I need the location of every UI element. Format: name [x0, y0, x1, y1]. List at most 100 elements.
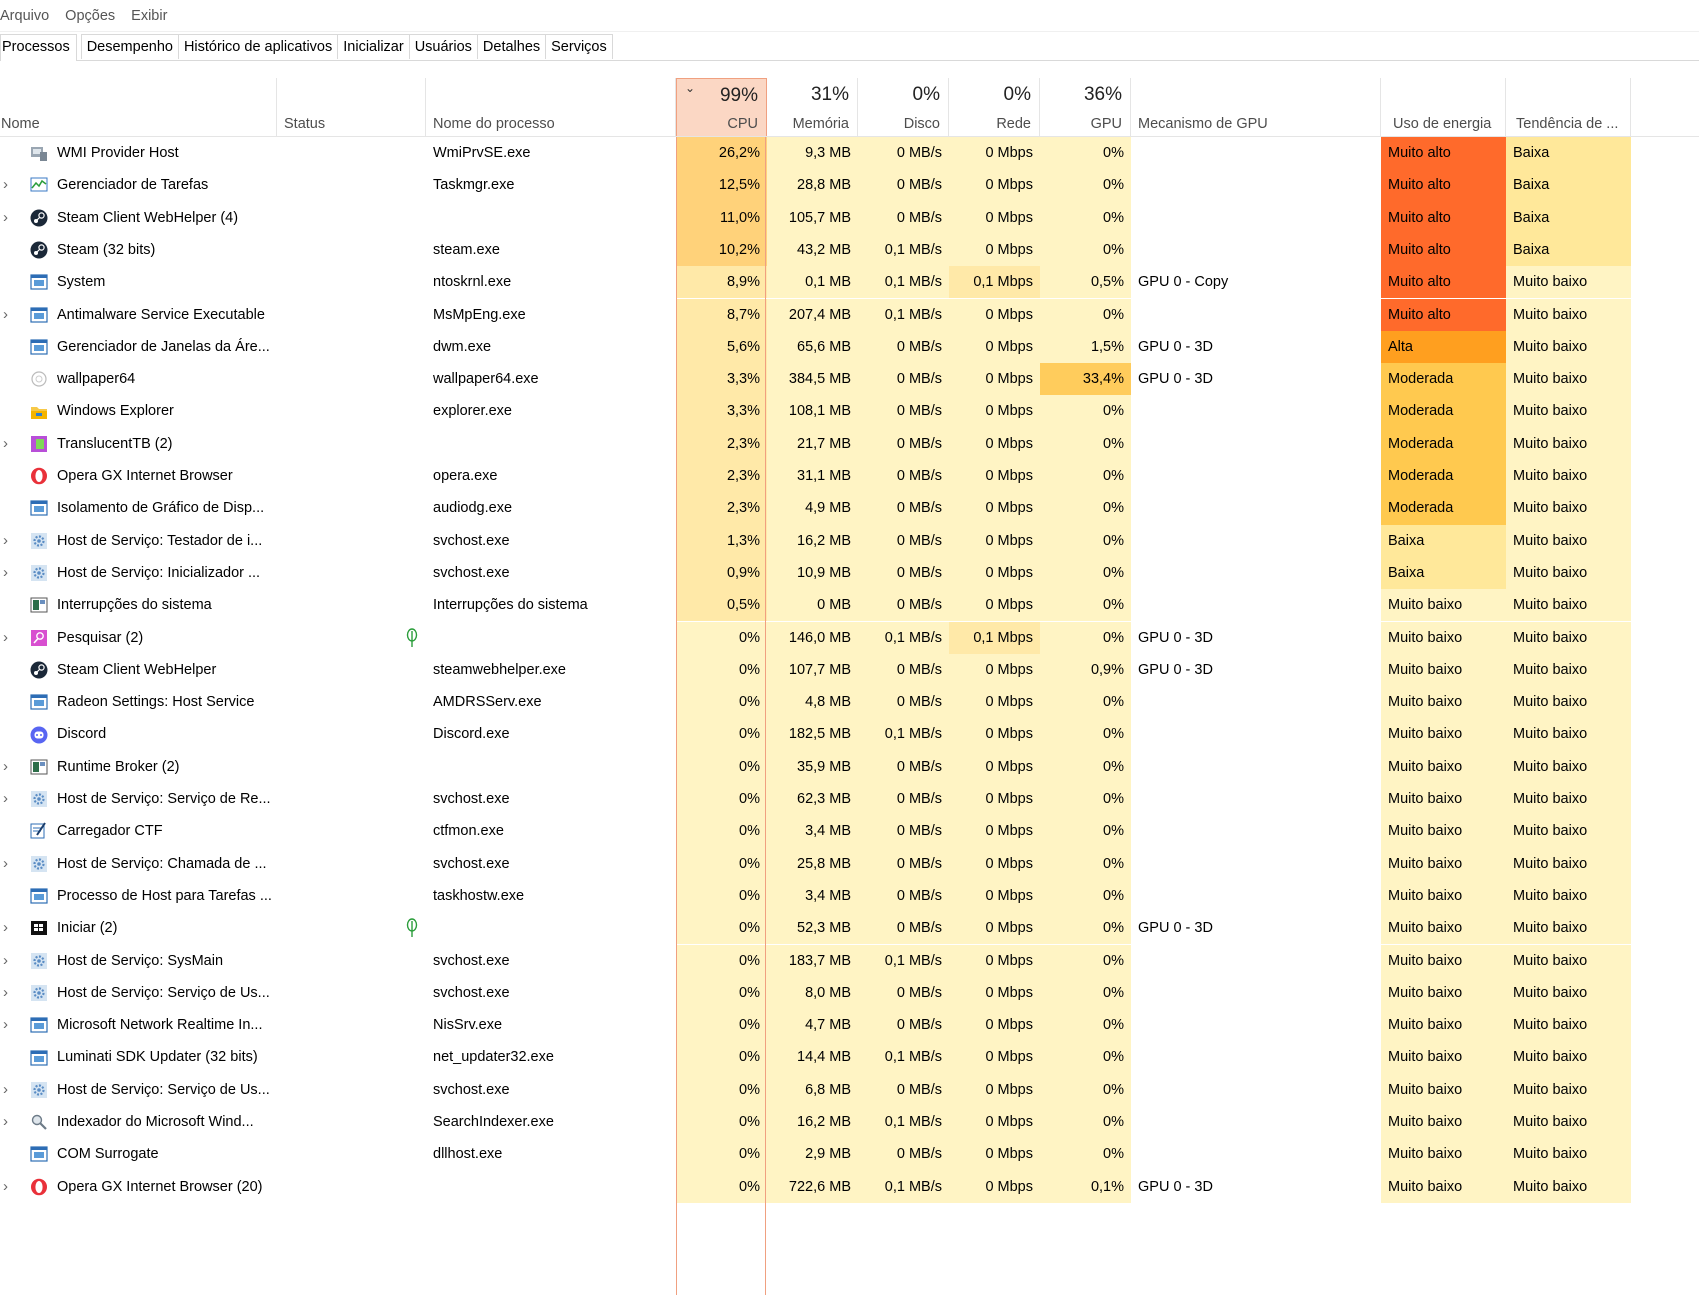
power-usage-cell: Muito baixo	[1381, 783, 1506, 816]
status-cell	[277, 169, 426, 201]
gpu-engine-cell	[1131, 169, 1381, 201]
table-row[interactable]: Steam (32 bits) steam.exe 10,2% 43,2 MB 0,1 …	[0, 233, 1699, 267]
table-row[interactable]: › Runtime Broker (2) 0% 35,9 MB 0 MB/s 0 Mbps…	[0, 750, 1699, 783]
gpu-engine-cell	[1131, 1106, 1381, 1138]
table-row[interactable]: Isolamento de Gráfico de Disp... audiodg.…	[0, 492, 1699, 525]
expand-chevron-icon[interactable]: ›	[3, 563, 8, 581]
expand-chevron-icon[interactable]: ›	[3, 1016, 8, 1034]
gear-icon	[30, 1081, 48, 1099]
table-row[interactable]: › Gerenciador de Tarefas Taskmgr.exe 12,5% 2…	[0, 169, 1699, 202]
expand-chevron-icon[interactable]: ›	[3, 790, 8, 807]
table-row[interactable]: Processo de Host para Tarefas ... taskhos…	[0, 879, 1699, 913]
expand-chevron-icon[interactable]: ›	[3, 208, 8, 226]
expand-chevron-icon[interactable]: ›	[3, 919, 8, 937]
table-row[interactable]: wallpaper64 wallpaper64.exe 3,3% 384,5 MB 0 …	[0, 363, 1699, 396]
tab-inicializar[interactable]: Inicializar	[337, 34, 410, 59]
expand-chevron-icon[interactable]: ›	[3, 1177, 8, 1195]
header-cpu[interactable]: ⌄ 99% CPU	[676, 78, 767, 136]
power-usage-cell: Muito baixo	[1381, 621, 1506, 654]
table-row[interactable]: Steam Client WebHelper steamwebhelper.exe…	[0, 653, 1699, 687]
table-row[interactable]: Discord Discord.exe 0% 182,5 MB 0,1 MB/s 0 Mb…	[0, 718, 1699, 751]
expand-chevron-icon[interactable]: ›	[3, 854, 8, 872]
table-row[interactable]: Windows Explorer explorer.exe 3,3% 108,1 MB…	[0, 395, 1699, 428]
expand-chevron-icon[interactable]: ›	[3, 757, 8, 775]
expand-chevron-icon[interactable]: ›	[3, 434, 8, 452]
status-cell	[277, 1009, 426, 1041]
gear-icon	[30, 984, 48, 1002]
table-row[interactable]: Carregador CTF ctfmon.exe 0% 3,4 MB 0 MB/s 0 …	[0, 815, 1699, 848]
power-usage-cell: Muito alto	[1381, 169, 1506, 202]
memory-cell: 4,9 MB	[767, 492, 858, 525]
network-cell: 0 Mbps	[949, 879, 1040, 913]
table-row[interactable]: System ntoskrnl.exe 8,9% 0,1 MB 0,1 MB/s 0,1 …	[0, 266, 1699, 299]
expand-chevron-icon[interactable]: ›	[3, 628, 8, 646]
tab-detalhes[interactable]: Detalhes	[476, 34, 547, 59]
table-row[interactable]: › Host de Serviço: Serviço de Re... svchos…	[0, 783, 1699, 816]
process-exe-cell: dllhost.exe	[433, 1146, 503, 1163]
gpu-engine-cell	[1131, 428, 1381, 460]
header-process-name[interactable]: Nome do processo	[426, 78, 676, 136]
header-network[interactable]: 0% Rede	[949, 78, 1040, 136]
expand-chevron-icon[interactable]: ›	[3, 1080, 8, 1098]
table-row[interactable]: › Iniciar (2) 0% 52,3 MB 0 MB/s 0 Mbps 0% GPU 0…	[0, 912, 1699, 945]
process-name-label: COM Surrogate	[57, 1146, 159, 1163]
tab-desempenho[interactable]: Desempenho	[80, 34, 179, 59]
header-memory[interactable]: 31% Memória	[767, 78, 858, 136]
memory-cell: 183,7 MB	[767, 944, 858, 977]
table-row[interactable]: Interrupções do sistema Interrupções do s…	[0, 589, 1699, 622]
table-row[interactable]: › Opera GX Internet Browser (20) 0% 722,6 M…	[0, 1170, 1699, 1203]
table-row[interactable]: › Host de Serviço: Testador de i... svchos…	[0, 524, 1699, 557]
expand-chevron-icon[interactable]: ›	[3, 1113, 8, 1130]
table-row[interactable]: › Antimalware Service Executable MsMpEng.e…	[0, 298, 1699, 331]
disk-cell: 0 MB/s	[858, 524, 949, 557]
table-row[interactable]: Gerenciador de Janelas da Áre... dwm.exe 5…	[0, 330, 1699, 364]
table-row[interactable]: WMI Provider Host WmiPrvSE.exe 26,2% 9,3 MB…	[0, 137, 1699, 170]
tab-processos[interactable]: Processos	[0, 34, 77, 61]
table-row[interactable]: Luminati SDK Updater (32 bits) net_update…	[0, 1041, 1699, 1074]
table-row[interactable]: › Indexador do Microsoft Wind... SearchInd…	[0, 1106, 1699, 1139]
table-row[interactable]: › Host de Serviço: Serviço de Us... svchos…	[0, 976, 1699, 1010]
window-icon	[30, 693, 48, 711]
network-cell: 0 Mbps	[949, 298, 1040, 331]
menu-arquivo[interactable]: Arquivo	[0, 7, 50, 24]
table-row[interactable]: › Host de Serviço: Serviço de Us... svchos…	[0, 1073, 1699, 1106]
process-name-label: System	[57, 274, 106, 291]
header-gpu-engine[interactable]: Mecanismo de GPU	[1131, 78, 1381, 136]
disk-cell: 0 MB/s	[858, 815, 949, 848]
table-row[interactable]: › Pesquisar (2) 0% 146,0 MB 0,1 MB/s 0,1 Mbps…	[0, 621, 1699, 654]
table-row[interactable]: › Host de Serviço: Inicializador ... svcho…	[0, 556, 1699, 590]
table-row[interactable]: Radeon Settings: Host Service AMDRSServ.e…	[0, 686, 1699, 719]
table-row[interactable]: › Host de Serviço: SysMain svchost.exe 0% 18…	[0, 944, 1699, 977]
header-power-usage[interactable]: Uso de energia	[1381, 78, 1506, 136]
expand-chevron-icon[interactable]: ›	[3, 531, 8, 549]
expand-chevron-icon[interactable]: ›	[3, 951, 8, 969]
power-trend-cell: Muito baixo	[1506, 1138, 1631, 1171]
status-cell	[277, 460, 426, 492]
menu-exibir[interactable]: Exibir	[131, 7, 168, 24]
table-row[interactable]: Opera GX Internet Browser opera.exe 2,3% 31…	[0, 460, 1699, 493]
header-status[interactable]: Status	[277, 78, 426, 136]
header-disk[interactable]: 0% Disco	[858, 78, 949, 136]
expand-chevron-icon[interactable]: ›	[3, 983, 8, 1001]
header-gpu[interactable]: 36% GPU	[1040, 78, 1131, 136]
table-row[interactable]: › Microsoft Network Realtime In... NisSrv.…	[0, 1009, 1699, 1042]
table-row[interactable]: › Host de Serviço: Chamada de ... svchost.…	[0, 847, 1699, 880]
tab-servicos[interactable]: Serviços	[545, 34, 613, 59]
header-name[interactable]: Nome	[0, 78, 277, 136]
tab-historico[interactable]: Histórico de aplicativos	[177, 34, 339, 59]
power-trend-cell: Muito baixo	[1506, 427, 1631, 460]
header-power-trend[interactable]: Tendência de ...	[1506, 78, 1631, 136]
status-cell	[277, 428, 426, 460]
expand-chevron-icon[interactable]: ›	[3, 176, 8, 194]
expand-chevron-icon[interactable]: ›	[3, 305, 8, 323]
table-row[interactable]: › TranslucentTB (2) 2,3% 21,7 MB 0 MB/s 0 Mbp…	[0, 427, 1699, 460]
window-icon	[30, 887, 48, 905]
menu-opcoes[interactable]: Opções	[65, 7, 116, 24]
status-cell	[277, 783, 426, 815]
tab-usuarios[interactable]: Usuários	[408, 34, 478, 59]
table-row[interactable]: COM Surrogate dllhost.exe 0% 2,9 MB 0 MB/s 0 …	[0, 1138, 1699, 1171]
table-row[interactable]: › Steam Client WebHelper (4) 11,0% 105,7 MB…	[0, 201, 1699, 234]
gpu-cell: 0%	[1040, 912, 1131, 945]
cpu-cell: 0%	[676, 783, 767, 816]
gpu-cell: 0%	[1040, 524, 1131, 557]
